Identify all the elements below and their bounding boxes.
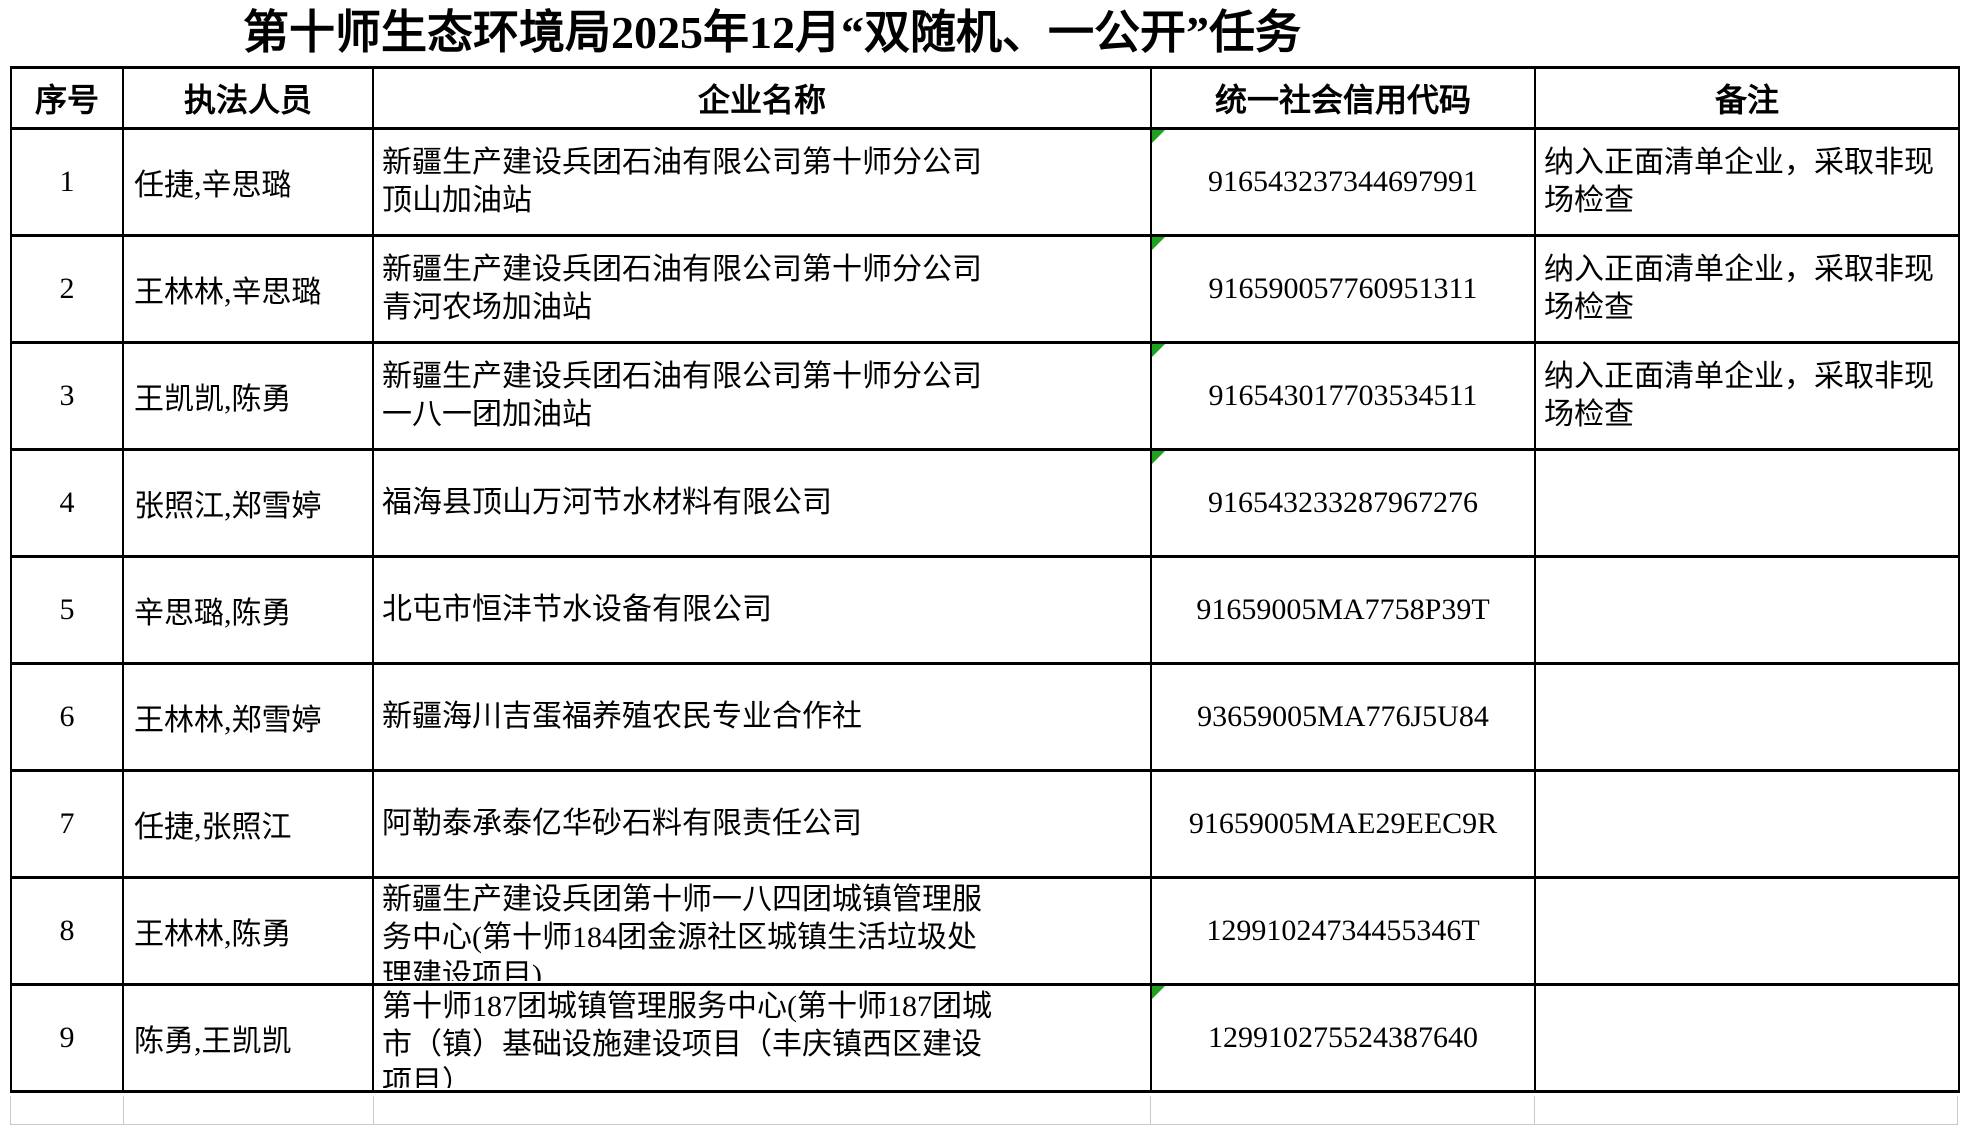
credit-code-text: 93659005MA776J5U84 bbox=[1197, 700, 1489, 733]
cell-officers[interactable]: 任捷,张照江 bbox=[122, 769, 374, 879]
header-remark[interactable]: 备注 bbox=[1534, 66, 1960, 130]
cell-remark[interactable]: 纳入正面清单企业，采取非现 场检查 bbox=[1534, 127, 1960, 237]
table-row: 5 辛思璐,陈勇 北屯市恒沣节水设备有限公司 91659005MA7758P39… bbox=[10, 555, 1960, 665]
cell-seq[interactable]: 6 bbox=[10, 662, 124, 772]
cell-officers[interactable]: 任捷,辛思璐 bbox=[122, 127, 374, 237]
empty-cell bbox=[1150, 1096, 1534, 1124]
table-row: 9 陈勇,王凯凯 第十师187团城镇管理服务中心(第十师187团城 市（镇）基础… bbox=[10, 983, 1960, 1093]
credit-code-text: 91659005MA7758P39T bbox=[1196, 593, 1490, 626]
header-credit-code[interactable]: 统一社会信用代码 bbox=[1150, 66, 1536, 130]
credit-code-text: 916543237344697991 bbox=[1208, 165, 1478, 198]
credit-code-text: 12991024734455346T bbox=[1206, 914, 1480, 947]
company-text: 阿勒泰承泰亿华砂石料有限责任公司 bbox=[382, 807, 862, 840]
cell-credit-code[interactable]: 91659005MA7758P39T bbox=[1150, 555, 1536, 665]
cell-seq[interactable]: 1 bbox=[10, 127, 124, 237]
text-number-flag-icon bbox=[1153, 345, 1165, 357]
cell-seq[interactable]: 2 bbox=[10, 234, 124, 344]
table-row: 6 王林林,郑雪婷 新疆海川吉蛋福养殖农民专业合作社 93659005MA776… bbox=[10, 662, 1960, 772]
cell-seq[interactable]: 3 bbox=[10, 341, 124, 451]
cell-credit-code[interactable]: 916543237344697991 bbox=[1150, 127, 1536, 237]
text-number-flag-icon bbox=[1153, 987, 1165, 999]
cell-credit-code[interactable]: 916543233287967276 bbox=[1150, 448, 1536, 558]
header-officers[interactable]: 执法人员 bbox=[122, 66, 374, 130]
cell-seq[interactable]: 8 bbox=[10, 876, 124, 986]
text-number-flag-icon bbox=[1153, 452, 1165, 464]
cell-credit-code[interactable]: 91659005MAE29EEC9R bbox=[1150, 769, 1536, 879]
cell-officers[interactable]: 张照江,郑雪婷 bbox=[122, 448, 374, 558]
cell-officers[interactable]: 王林林,陈勇 bbox=[122, 876, 374, 986]
empty-gridline-row[interactable] bbox=[10, 1096, 1958, 1125]
table-row: 2 王林林,辛思璐 新疆生产建设兵团石油有限公司第十师分公司 青河农场加油站 9… bbox=[10, 234, 1960, 344]
company-text: 新疆海川吉蛋福养殖农民专业合作社 bbox=[382, 700, 862, 733]
text-number-flag-icon bbox=[1153, 238, 1165, 250]
cell-credit-code[interactable]: 12991024734455346T bbox=[1150, 876, 1536, 986]
cell-officers[interactable]: 王林林,辛思璐 bbox=[122, 234, 374, 344]
credit-code-text: 91659005MAE29EEC9R bbox=[1188, 807, 1498, 840]
cell-remark[interactable] bbox=[1534, 769, 1960, 879]
remark-text: 纳入正面清单企业，采取非现 场检查 bbox=[1544, 146, 1934, 217]
credit-code-text: 129910275524387640 bbox=[1208, 1021, 1478, 1054]
cell-company[interactable]: 新疆海川吉蛋福养殖农民专业合作社 bbox=[372, 662, 1152, 772]
cell-company[interactable]: 福海县顶山万河节水材料有限公司 bbox=[372, 448, 1152, 558]
cell-credit-code[interactable]: 93659005MA776J5U84 bbox=[1150, 662, 1536, 772]
company-text: 新疆生产建设兵团石油有限公司第十师分公司 一八一团加油站 bbox=[382, 360, 982, 431]
cell-company[interactable]: 新疆生产建设兵团石油有限公司第十师分公司 顶山加油站 bbox=[372, 127, 1152, 237]
cell-company[interactable]: 新疆生产建设兵团第十师一八四团城镇管理服 务中心(第十师184团金源社区城镇生活… bbox=[372, 876, 1152, 986]
cell-officers[interactable]: 王凯凯,陈勇 bbox=[122, 341, 374, 451]
cell-credit-code[interactable]: 129910275524387640 bbox=[1150, 983, 1536, 1093]
cell-remark[interactable] bbox=[1534, 876, 1960, 986]
company-text: 福海县顶山万河节水材料有限公司 bbox=[382, 486, 832, 519]
company-text: 新疆生产建设兵团第十师一八四团城镇管理服 务中心(第十师184团金源社区城镇生活… bbox=[382, 883, 982, 981]
company-text: 第十师187团城镇管理服务中心(第十师187团城 市（镇）基础设施建设项目（丰庆… bbox=[382, 990, 992, 1088]
table-row: 4 张照江,郑雪婷 福海县顶山万河节水材料有限公司 91654323328796… bbox=[10, 448, 1960, 558]
cell-remark[interactable] bbox=[1534, 983, 1960, 1093]
cell-company[interactable]: 新疆生产建设兵团石油有限公司第十师分公司 青河农场加油站 bbox=[372, 234, 1152, 344]
header-row: 序号 执法人员 企业名称 统一社会信用代码 备注 bbox=[10, 66, 1960, 130]
task-table: 序号 执法人员 企业名称 统一社会信用代码 备注 1 任捷,辛思璐 新疆生产建设… bbox=[10, 66, 1960, 1093]
table-row: 8 王林林,陈勇 新疆生产建设兵团第十师一八四团城镇管理服 务中心(第十师184… bbox=[10, 876, 1960, 986]
company-text: 北屯市恒沣节水设备有限公司 bbox=[382, 593, 772, 626]
cell-remark[interactable] bbox=[1534, 662, 1960, 772]
header-company[interactable]: 企业名称 bbox=[372, 66, 1152, 130]
page-title: 第十师生态环境局2025年12月“双随机、一公开”任务 bbox=[243, 7, 1301, 58]
header-seq[interactable]: 序号 bbox=[10, 66, 124, 130]
cell-seq[interactable]: 5 bbox=[10, 555, 124, 665]
cell-seq[interactable]: 4 bbox=[10, 448, 124, 558]
text-number-flag-icon bbox=[1153, 131, 1165, 143]
remark-text: 纳入正面清单企业，采取非现 场检查 bbox=[1544, 253, 1934, 324]
cell-seq[interactable]: 7 bbox=[10, 769, 124, 879]
table-row: 1 任捷,辛思璐 新疆生产建设兵团石油有限公司第十师分公司 顶山加油站 9165… bbox=[10, 127, 1960, 237]
cell-credit-code[interactable]: 916543017703534511 bbox=[1150, 341, 1536, 451]
company-text: 新疆生产建设兵团石油有限公司第十师分公司 顶山加油站 bbox=[382, 146, 982, 217]
cell-credit-code[interactable]: 916590057760951311 bbox=[1150, 234, 1536, 344]
empty-cell bbox=[10, 1096, 123, 1124]
cell-seq[interactable]: 9 bbox=[10, 983, 124, 1093]
table-row: 3 王凯凯,陈勇 新疆生产建设兵团石油有限公司第十师分公司 一八一团加油站 91… bbox=[10, 341, 1960, 451]
cell-company[interactable]: 阿勒泰承泰亿华砂石料有限责任公司 bbox=[372, 769, 1152, 879]
cell-remark[interactable]: 纳入正面清单企业，采取非现 场检查 bbox=[1534, 341, 1960, 451]
cell-officers[interactable]: 王林林,郑雪婷 bbox=[122, 662, 374, 772]
empty-cell bbox=[1534, 1096, 1958, 1124]
remark-text: 纳入正面清单企业，采取非现 场检查 bbox=[1544, 360, 1934, 431]
cell-remark[interactable]: 纳入正面清单企业，采取非现 场检查 bbox=[1534, 234, 1960, 344]
cell-remark[interactable] bbox=[1534, 448, 1960, 558]
cell-officers[interactable]: 辛思璐,陈勇 bbox=[122, 555, 374, 665]
table-row: 7 任捷,张照江 阿勒泰承泰亿华砂石料有限责任公司 91659005MAE29E… bbox=[10, 769, 1960, 879]
cell-company[interactable]: 北屯市恒沣节水设备有限公司 bbox=[372, 555, 1152, 665]
credit-code-text: 916543017703534511 bbox=[1208, 379, 1478, 412]
credit-code-text: 916590057760951311 bbox=[1208, 272, 1478, 305]
credit-code-text: 916543233287967276 bbox=[1208, 486, 1478, 519]
cell-company[interactable]: 新疆生产建设兵团石油有限公司第十师分公司 一八一团加油站 bbox=[372, 341, 1152, 451]
cell-officers[interactable]: 陈勇,王凯凯 bbox=[122, 983, 374, 1093]
cell-company[interactable]: 第十师187团城镇管理服务中心(第十师187团城 市（镇）基础设施建设项目（丰庆… bbox=[372, 983, 1152, 1093]
company-text: 新疆生产建设兵团石油有限公司第十师分公司 青河农场加油站 bbox=[382, 253, 982, 324]
empty-cell bbox=[373, 1096, 1150, 1124]
cell-remark[interactable] bbox=[1534, 555, 1960, 665]
empty-cell bbox=[122, 1096, 373, 1124]
